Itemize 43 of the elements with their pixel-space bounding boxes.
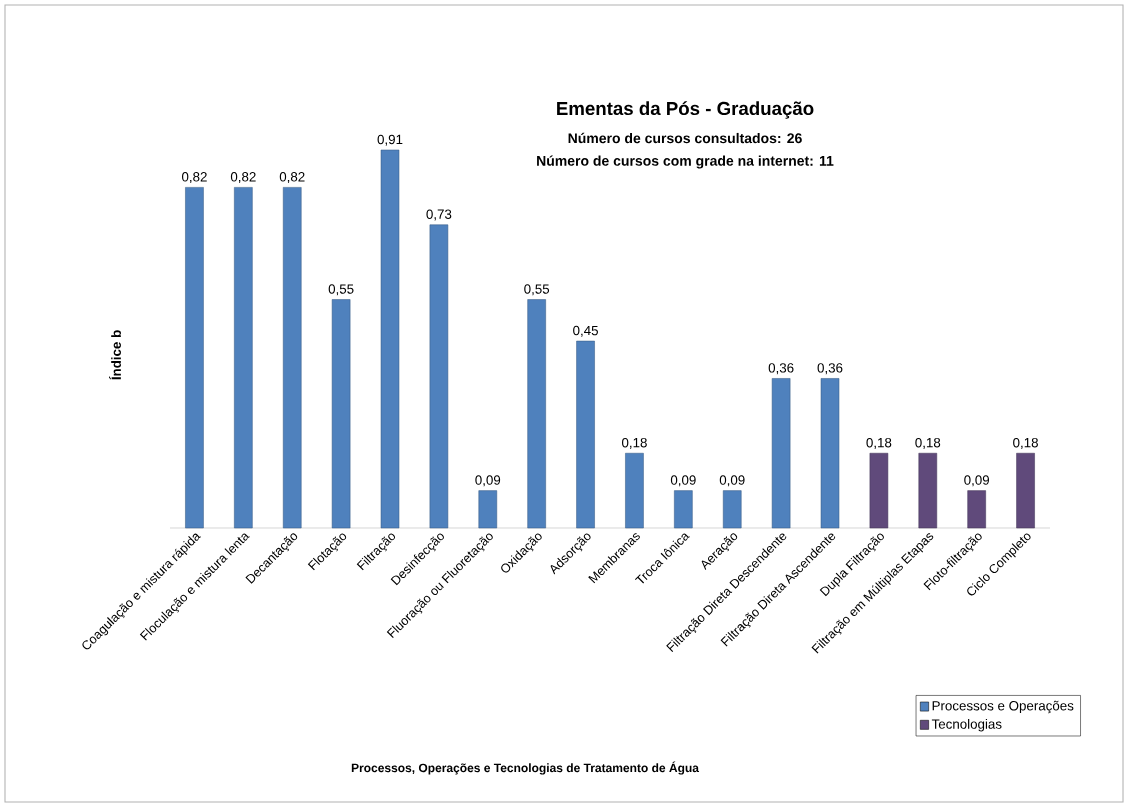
bar	[1016, 452, 1035, 529]
bar	[527, 299, 546, 529]
bar	[771, 378, 791, 529]
bar	[820, 378, 840, 529]
bar	[869, 452, 889, 529]
bar	[722, 490, 742, 529]
data-label: 0,55	[328, 284, 354, 296]
data-label: 0,91	[377, 134, 403, 146]
data-label: 0,09	[475, 475, 501, 487]
data-label: 0,09	[964, 475, 990, 487]
data-label: 0,36	[817, 363, 843, 375]
data-label: 0,82	[230, 172, 256, 184]
data-label: 0,73	[426, 209, 452, 221]
chart-subtitle: Número de cursos consultados: 26	[568, 132, 802, 144]
data-label: 0,09	[670, 475, 696, 487]
data-label: 0,18	[1013, 437, 1038, 449]
data-label: 0,45	[573, 325, 598, 337]
bar	[429, 224, 449, 529]
bar	[625, 452, 644, 529]
chart-title: Ementas da Pós - Graduação	[557, 101, 814, 119]
data-label: 0,18	[866, 437, 892, 449]
text: Processos, Operações e Tecnologias de Tratamento de Água	[351, 761, 700, 775]
bar	[967, 490, 986, 529]
legend-label: Processos e Operações	[932, 700, 1074, 714]
bar	[185, 187, 204, 529]
bar	[331, 299, 351, 529]
data-label: 0,18	[622, 437, 647, 449]
annotation: Número de cursos com grade na internet: 11	[537, 155, 834, 169]
bar	[674, 490, 693, 529]
data-label: 0,55	[524, 284, 550, 296]
bar	[380, 149, 400, 529]
data-label: 0,82	[279, 172, 305, 184]
bar	[478, 490, 498, 529]
data-label: 0,36	[768, 363, 794, 375]
y-axis-title: Índice b	[109, 330, 121, 380]
data-label: 0,82	[181, 172, 207, 184]
data-label: 0,09	[719, 475, 745, 487]
bar	[918, 452, 938, 529]
data-label: 0,18	[915, 437, 941, 449]
legend-label: Tecnologias	[931, 718, 1002, 732]
bar	[234, 187, 253, 529]
bar	[576, 340, 595, 529]
bar	[282, 187, 302, 529]
